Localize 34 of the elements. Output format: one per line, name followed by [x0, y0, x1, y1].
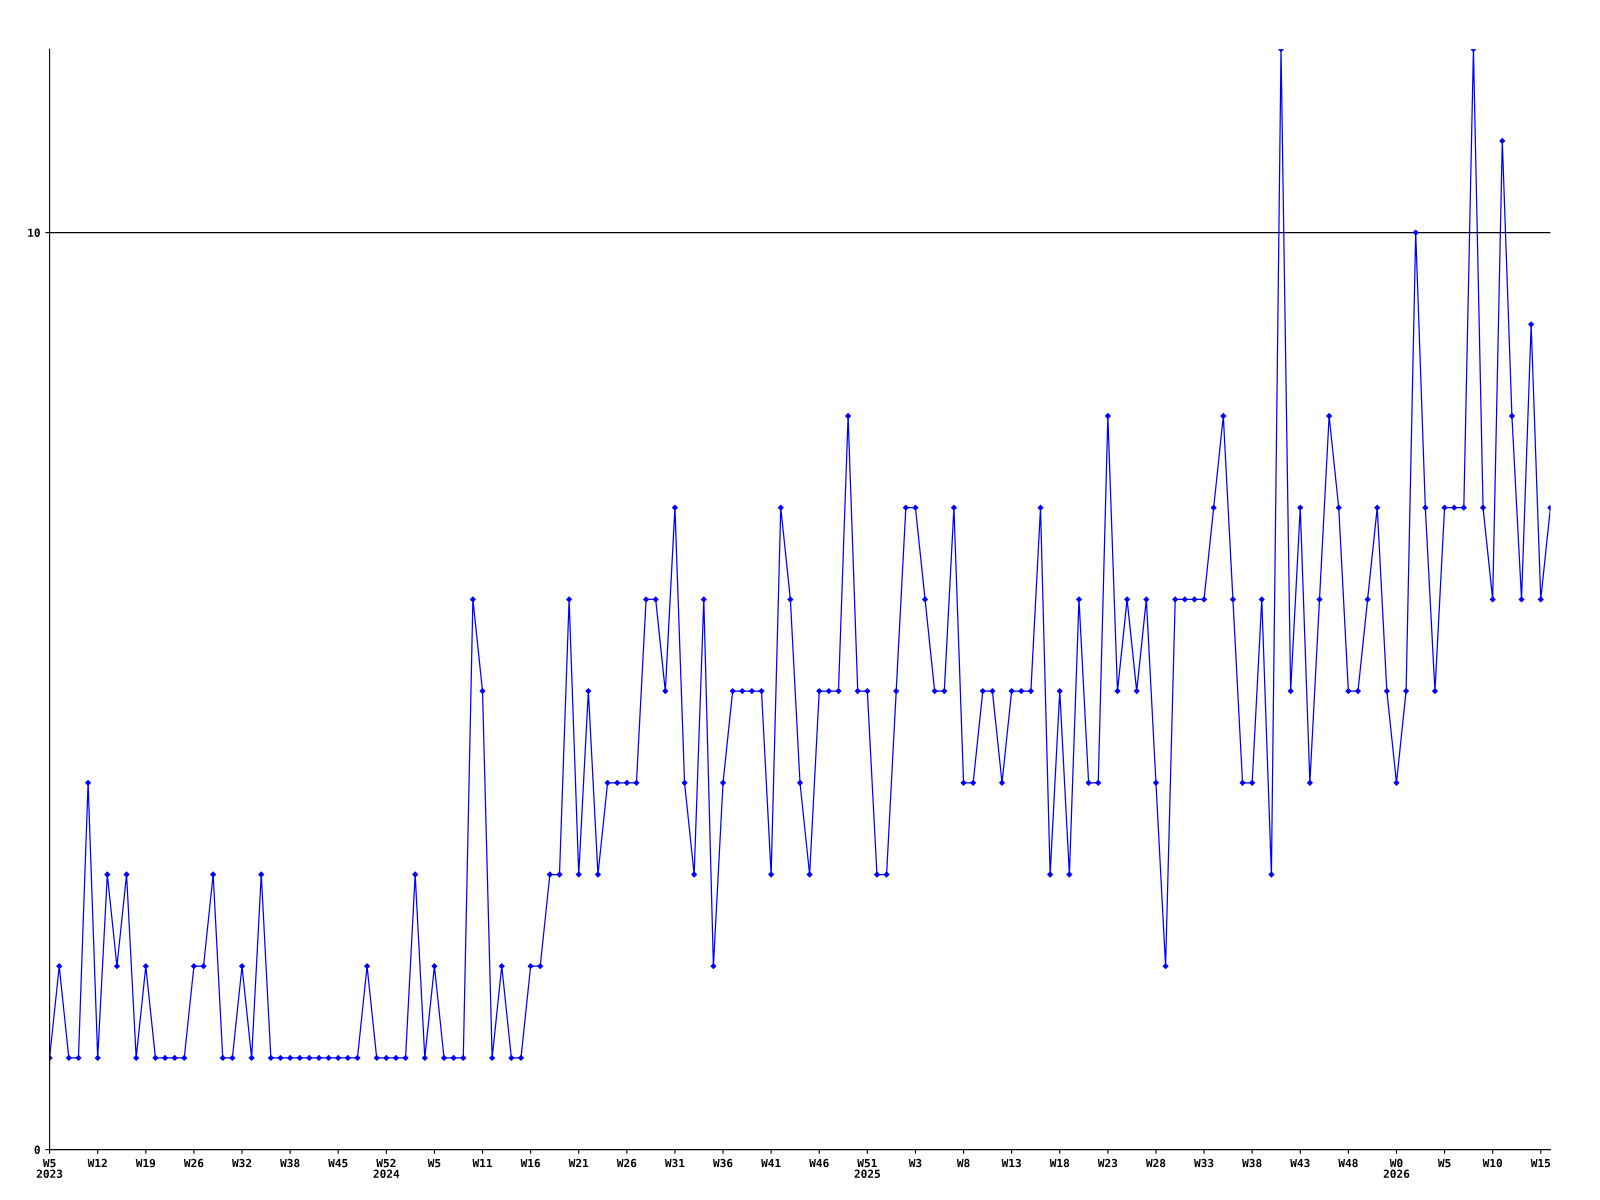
y-tick-label: 10	[28, 228, 40, 237]
x-tick-label: W26	[616, 1158, 637, 1168]
x-tick-label: W28	[1145, 1158, 1166, 1168]
x-tick-label: W10	[1482, 1158, 1503, 1168]
x-tick-label: W21	[568, 1158, 589, 1168]
x-tick-label: W52 2024	[373, 1158, 400, 1178]
x-tick-label: W11	[472, 1158, 493, 1168]
x-tick-label: W46	[809, 1158, 829, 1168]
x-tick-label: W18	[1049, 1158, 1070, 1168]
x-tick-label: W36	[713, 1158, 733, 1168]
x-tick-label: W26	[183, 1158, 204, 1168]
x-tick-label: W33	[1194, 1158, 1214, 1168]
x-tick-label: W32	[231, 1158, 252, 1168]
x-tick-label: W13	[1001, 1158, 1021, 1168]
x-tick-label: W5	[427, 1158, 441, 1168]
x-tick-label: W45	[328, 1158, 348, 1168]
x-tick-label: W23	[1097, 1158, 1118, 1168]
x-tick-label: W38	[280, 1158, 300, 1168]
x-tick-label: W48	[1338, 1158, 1358, 1168]
x-tick-label: W31	[664, 1158, 685, 1168]
x-tick-label: W41	[761, 1158, 781, 1168]
x-tick-label: W8	[956, 1158, 970, 1168]
x-tick-label: W38	[1242, 1158, 1262, 1168]
x-tick-label: W0 2026	[1383, 1158, 1410, 1178]
x-tick-label: W16	[520, 1158, 541, 1168]
x-tick-label: W51 2025	[854, 1158, 880, 1178]
x-tick-label: W5	[1437, 1158, 1451, 1168]
x-tick-label: W3	[908, 1158, 922, 1168]
x-tick-label: W43	[1290, 1158, 1310, 1168]
y-tick-label: 0	[34, 1145, 40, 1154]
x-tick-label: W15	[1530, 1158, 1551, 1168]
x-tick-label: W19	[135, 1158, 156, 1168]
x-tick-label: W5 2023	[36, 1158, 63, 1178]
x-tick-label: W12	[87, 1158, 107, 1168]
